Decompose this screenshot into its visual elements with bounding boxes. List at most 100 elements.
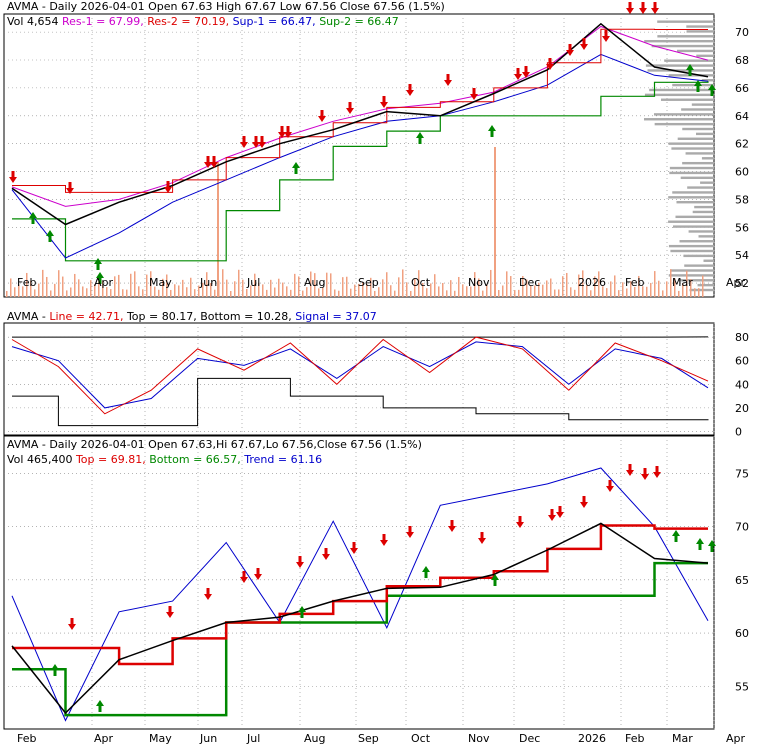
volume-bar bbox=[286, 286, 288, 297]
trend-sell-arrow bbox=[296, 556, 304, 568]
volume-spike bbox=[494, 147, 496, 297]
volume-bar bbox=[254, 273, 256, 297]
volume-bar bbox=[578, 274, 580, 297]
trend-legend-item-2: Bottom = 66.57, bbox=[149, 453, 244, 466]
volume-profile-bar bbox=[653, 113, 714, 116]
x-tick-label: Nov bbox=[468, 732, 490, 745]
volume-bar bbox=[174, 284, 176, 297]
trend-grid bbox=[4, 436, 715, 729]
volume-bar bbox=[38, 283, 40, 297]
volume-bar bbox=[690, 279, 692, 297]
x-tick-label: Apr bbox=[726, 732, 746, 745]
volume-bar bbox=[422, 282, 424, 297]
y-tick-label: 56 bbox=[735, 221, 749, 234]
volume-bar bbox=[210, 283, 212, 297]
sell-arrow bbox=[470, 88, 478, 100]
y-tick-label: 70 bbox=[735, 521, 749, 534]
volume-bar bbox=[350, 288, 352, 297]
trend-sell-arrow bbox=[380, 534, 388, 546]
trend-sell-arrow bbox=[606, 480, 614, 492]
volume-bar bbox=[618, 290, 620, 297]
volume-bar bbox=[86, 288, 88, 297]
volume-profile-bar bbox=[680, 176, 714, 180]
x-tick-label: Nov bbox=[468, 276, 490, 289]
volume-bar bbox=[78, 279, 80, 297]
oscillator-frame bbox=[3, 322, 715, 436]
volume-bar bbox=[462, 284, 464, 297]
volume-bar bbox=[82, 286, 84, 297]
volume-bar bbox=[146, 274, 148, 297]
volume-bar bbox=[458, 276, 460, 297]
trend-sell-arrow bbox=[580, 496, 588, 508]
sell-arrow bbox=[639, 2, 647, 14]
volume-bar bbox=[138, 286, 140, 297]
price-legend-item-1: Res-1 = 67.99, bbox=[62, 15, 147, 28]
sell-arrow bbox=[164, 181, 172, 193]
volume-profile-bar bbox=[675, 215, 714, 219]
volume-bar bbox=[26, 272, 28, 297]
x-tick-label: Jul bbox=[246, 276, 260, 289]
trend-sell-arrow bbox=[548, 509, 556, 521]
volume-bar bbox=[314, 273, 316, 297]
x-tick-label: Feb bbox=[17, 732, 36, 745]
volume-bar bbox=[230, 290, 232, 297]
x-tick-label: May bbox=[149, 276, 172, 289]
volume-bar bbox=[386, 272, 388, 297]
x-tick-label: 2026 bbox=[578, 732, 606, 745]
volume-bar bbox=[438, 286, 440, 297]
volume-bar bbox=[410, 290, 412, 297]
volume-bar bbox=[294, 273, 296, 297]
volume-bar bbox=[278, 278, 280, 297]
price-y-ticks: 70 68 66 64 62 60 58 56 54 52 bbox=[735, 26, 749, 290]
trend-legend-title-0: AVMA - Daily 2026-04-01 Open 67.63,Hi 67… bbox=[7, 438, 422, 451]
sell-arrow bbox=[406, 84, 414, 96]
sell-arrow bbox=[566, 44, 574, 56]
volume-profile-bar bbox=[689, 288, 714, 292]
volume-bar bbox=[514, 290, 516, 297]
volume-bar bbox=[150, 271, 152, 297]
volume-bar bbox=[666, 281, 668, 297]
volume-bar bbox=[298, 276, 300, 297]
volume-bar bbox=[70, 287, 72, 297]
volume-bar bbox=[214, 289, 216, 297]
trend-sell-arrow bbox=[240, 571, 248, 583]
y-tick-label: 64 bbox=[735, 110, 749, 123]
trend-sell-arrow bbox=[653, 466, 661, 478]
sell-arrow bbox=[346, 102, 354, 114]
price-frame bbox=[3, 13, 715, 298]
x-tick-label: Jun bbox=[199, 732, 217, 745]
volume-bar bbox=[170, 289, 172, 297]
trend-legend-item-3: Trend = 61.16 bbox=[243, 453, 322, 466]
volume-bar bbox=[702, 275, 704, 297]
volume-profile-bar bbox=[657, 35, 714, 38]
trend-legend-item-0: Vol 465,400 bbox=[7, 453, 76, 466]
y-tick-label: 65 bbox=[735, 574, 749, 587]
trend-sell-arrow bbox=[556, 506, 564, 518]
volume-bar bbox=[466, 286, 468, 297]
trend-legend-line1: AVMA - Daily 2026-04-01 Open 67.63,Hi 67… bbox=[7, 438, 422, 451]
x-tick-label: May bbox=[149, 732, 172, 745]
price-legend-line1: AVMA - Daily 2026-04-01 Open 67.63 High … bbox=[7, 0, 445, 13]
volume-bar bbox=[634, 286, 636, 297]
buy-arrow bbox=[708, 84, 716, 96]
x-tick-label: Dec bbox=[519, 732, 540, 745]
volume-bar bbox=[186, 287, 188, 297]
volume-bar bbox=[490, 269, 492, 297]
sup1-line bbox=[11, 53, 709, 259]
volume-profile-bar bbox=[697, 283, 714, 287]
x-tick-label: Apr bbox=[726, 276, 746, 289]
price-legend-title-0: AVMA - Daily 2026-04-01 Open 67.63 High … bbox=[7, 0, 445, 13]
trend-sell-arrow bbox=[68, 618, 76, 630]
volume-bar bbox=[442, 282, 444, 297]
sell-arrow bbox=[580, 38, 588, 50]
volume-bar bbox=[510, 276, 512, 297]
buy-arrow bbox=[96, 272, 104, 284]
volume-bar bbox=[402, 269, 404, 297]
trend-sell-arrow bbox=[478, 532, 486, 544]
volume-bar bbox=[46, 276, 48, 297]
volume-profile-bar bbox=[670, 269, 714, 272]
sell-arrow bbox=[9, 171, 17, 183]
buy-arrow bbox=[292, 162, 300, 174]
volume-bar bbox=[14, 287, 16, 297]
volume-bar bbox=[346, 276, 348, 297]
